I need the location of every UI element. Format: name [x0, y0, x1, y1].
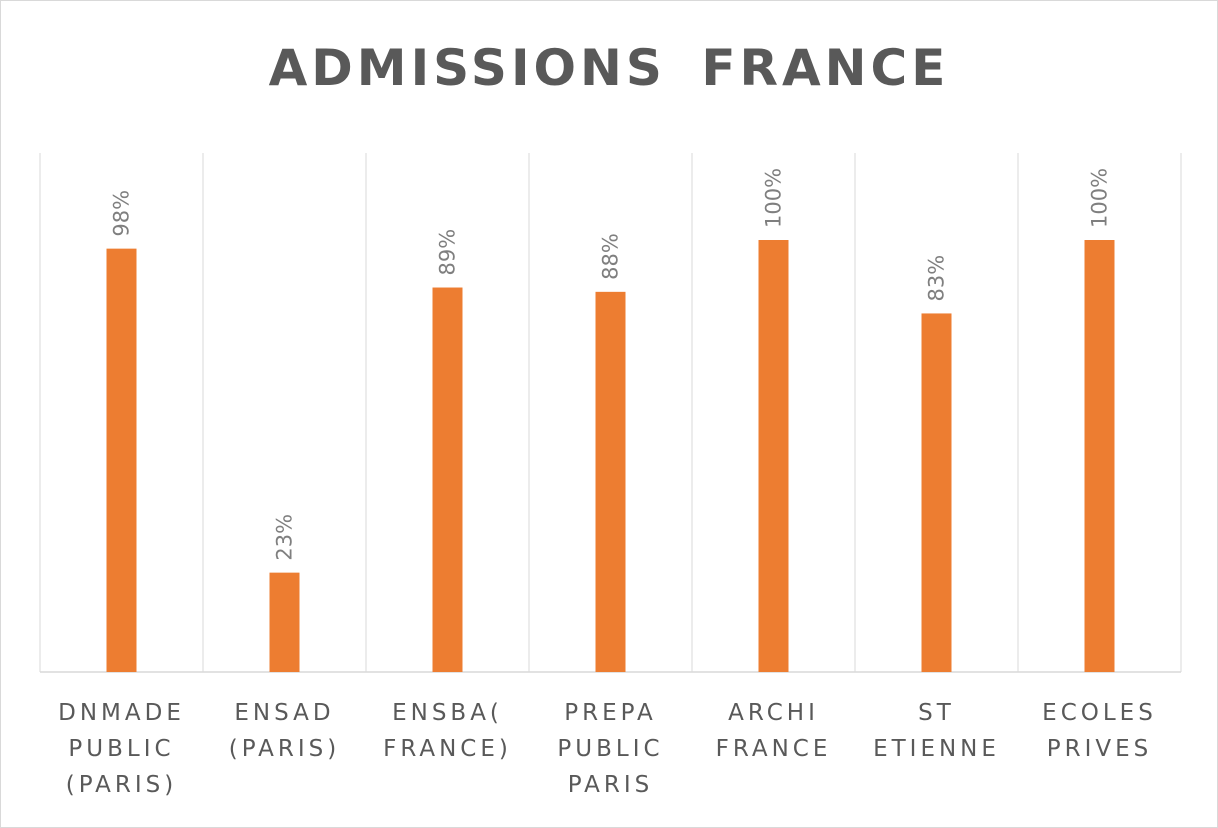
bar — [269, 572, 300, 672]
data-label: 100% — [762, 168, 786, 228]
tick-label: PUBLIC — [557, 736, 663, 762]
data-label: 23% — [273, 514, 297, 561]
tick-label: (PARIS) — [229, 736, 340, 762]
tick-label: PREPA — [564, 700, 657, 726]
tick-label: FRANCE — [716, 736, 832, 762]
data-label: 98% — [110, 190, 134, 237]
bar — [921, 313, 952, 672]
tick-label: PARIS — [568, 772, 654, 798]
chart-title: ADMISSIONS FRANCE — [268, 39, 950, 97]
data-label: 100% — [1088, 168, 1112, 228]
bar — [1084, 240, 1115, 672]
bar — [106, 248, 137, 672]
data-label: 89% — [436, 229, 460, 276]
tick-label: ENSBA( — [392, 700, 503, 726]
tick-label: FRANCE) — [383, 736, 512, 762]
tick-label: PRIVES — [1047, 736, 1153, 762]
tick-label: ETIENNE — [873, 736, 1000, 762]
data-label: 88% — [599, 233, 623, 280]
tick-label: (PARIS) — [66, 772, 177, 798]
tick-label: PUBLIC — [68, 736, 174, 762]
bar — [595, 291, 626, 672]
tick-label: DNMADE — [58, 700, 185, 726]
tick-label: ENSAD — [234, 700, 334, 726]
bar — [758, 240, 789, 672]
tick-label: ARCHI — [728, 700, 819, 726]
bar — [432, 287, 463, 672]
tick-label: ECOLES — [1042, 700, 1157, 726]
tick-label: ST — [918, 700, 955, 726]
data-label: 83% — [925, 255, 949, 302]
